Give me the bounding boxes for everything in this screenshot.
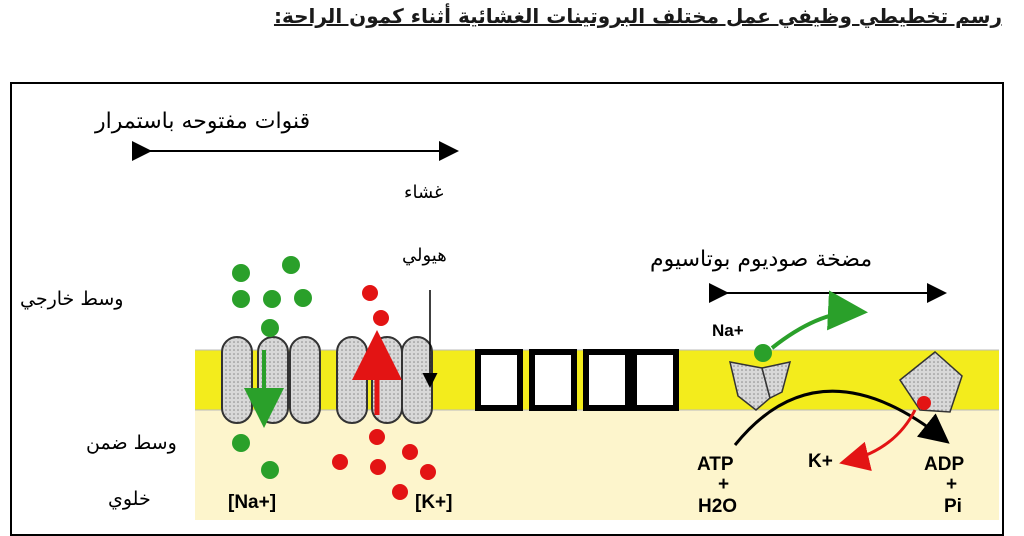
- k-pump-label: K+: [808, 451, 833, 472]
- sodium-ions: [232, 256, 772, 479]
- square-proteins: [475, 349, 679, 411]
- cytoplasm-label: هيولي: [402, 245, 447, 266]
- atp-label: ATP: [697, 454, 734, 475]
- k-pump-arrow: [839, 409, 917, 471]
- atp-cycle-arrow: [733, 389, 950, 446]
- atp-plus-label: +: [718, 474, 730, 495]
- na-pump-label: Na+: [712, 321, 744, 340]
- h2o-label: H2O: [698, 496, 738, 517]
- inside-label-2: خلوي: [108, 488, 151, 510]
- potassium-ions: [332, 285, 931, 500]
- adp-label: ADP: [924, 454, 965, 475]
- membrane-label: غشاء: [404, 182, 444, 203]
- pump-label: مضخة صوديوم بوتاسيوم: [650, 247, 873, 272]
- intracellular-region: [195, 410, 999, 520]
- inside-label-1: وسط ضمن: [86, 432, 177, 454]
- na-concentration-label: [Na+]: [228, 492, 277, 513]
- na-k-pump: [729, 351, 963, 413]
- na-pump-arrow: [770, 290, 868, 350]
- outside-label: وسط خارجي: [20, 288, 124, 310]
- page-title: رسم تخطيطي وظيفي عمل مختلف البروتينات ال…: [273, 4, 1002, 28]
- adp-plus-label: +: [946, 474, 958, 495]
- membrane-diagram: [132, 141, 999, 520]
- k-concentration-label: [K+]: [415, 492, 453, 513]
- channels-label: قنوات مفتوحه باستمرار: [95, 109, 311, 134]
- pi-label: Pi: [944, 496, 962, 517]
